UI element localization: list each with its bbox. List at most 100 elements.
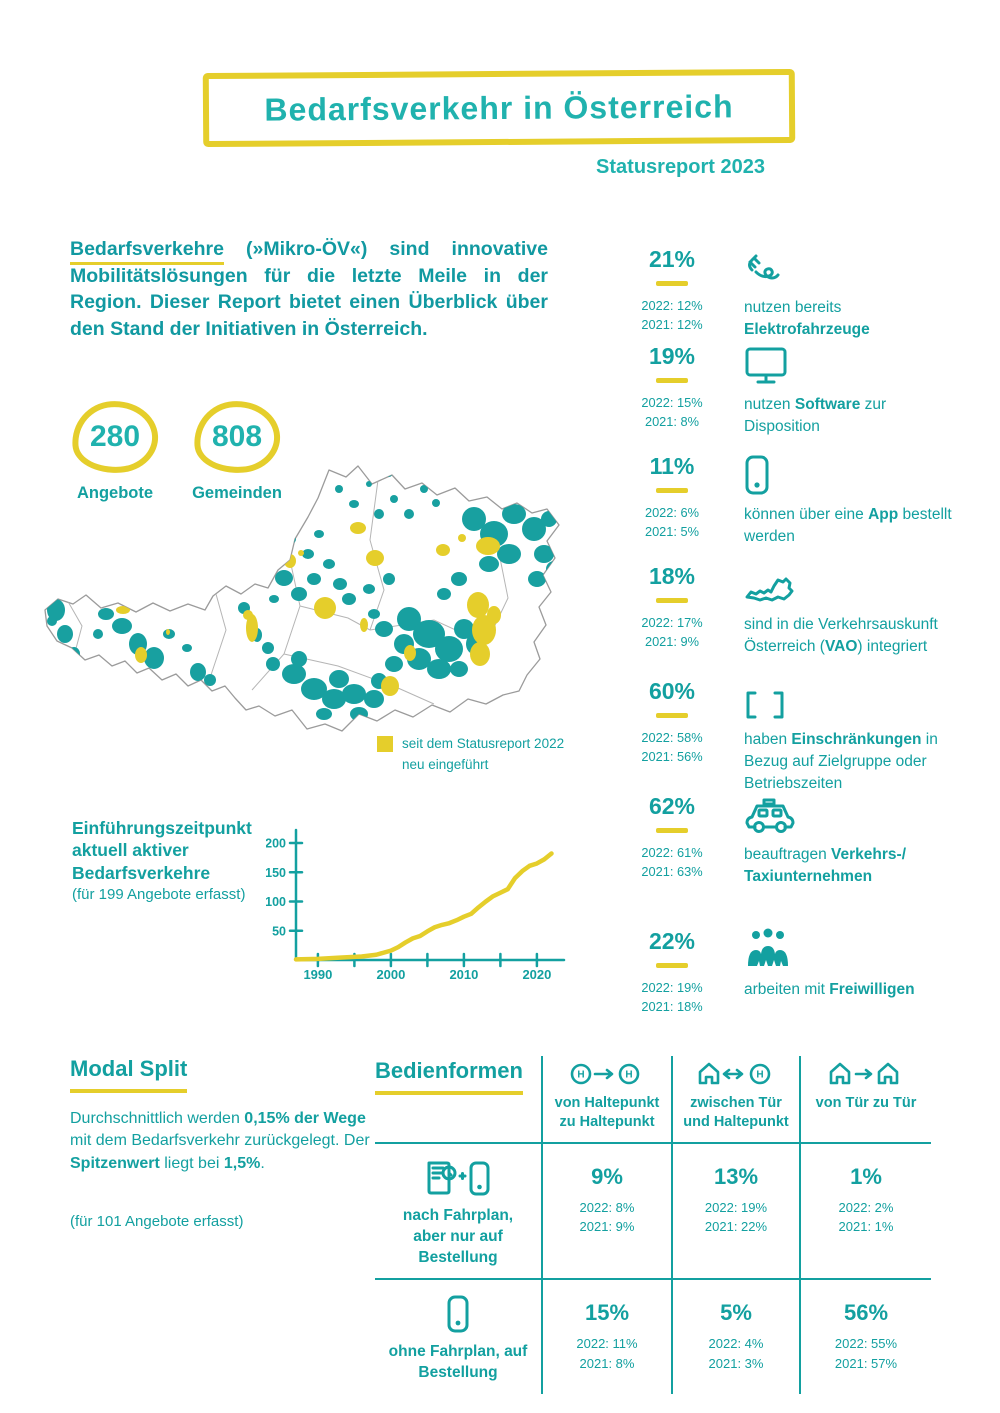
stat-description: nutzen bereits Elektrofahrzeuge	[744, 299, 870, 338]
svg-text:200: 200	[266, 837, 286, 851]
stat-freiwillige: 22% 2022: 19% 2021: 18% arbeiten mi	[622, 928, 967, 1016]
svg-text:1990: 1990	[303, 967, 332, 982]
title-box: Bedarfsverkehr in Österreich	[202, 68, 796, 148]
stat-taxiunternehmen: 62% 2022: 61% 2021: 63% beauftragen Verk…	[622, 793, 967, 888]
stat-prev-years: 2022: 61% 2021: 63%	[641, 845, 703, 880]
stat-description: haben Einschränkungen in Bezug auf Zielg…	[744, 731, 938, 792]
stat-prev-years: 2022: 19% 2021: 18%	[641, 980, 703, 1015]
stat-app: 11% 2022: 6% 2021: 5% können über eine A…	[622, 453, 967, 548]
door-to-stop-icon: H	[677, 1058, 795, 1090]
row-label-nach-fahrplan: nach Fahrplan, aber nur auf Bestellung	[375, 1141, 541, 1279]
stat-description: sind in die Verkehrs­auskunft Österreich…	[744, 616, 938, 655]
plug-icon	[744, 246, 967, 288]
stat-prev-years: 2022: 17% 2021: 9%	[641, 615, 703, 650]
stat-description: können über eine App bestellt werden	[744, 506, 952, 545]
modal-split-title: Modal Split	[70, 1056, 188, 1093]
austria-outline-icon	[744, 563, 967, 605]
svg-text:H: H	[577, 1070, 584, 1081]
municipalities-new-2022	[116, 522, 501, 696]
austria-map	[38, 458, 586, 750]
key-counters: 280 Angebote 808 Gemeinden	[69, 398, 283, 503]
stat-value: 18%	[648, 563, 696, 589]
yellow-dash	[656, 963, 688, 968]
schedule-and-phone-icon	[385, 1158, 531, 1200]
svg-text:H: H	[625, 1070, 632, 1081]
modal-split-note: (für 101 Angebote erfasst)	[70, 1213, 244, 1231]
value-cell: 13% 2022: 19% 2021: 22%	[671, 1141, 799, 1279]
yellow-dash	[656, 281, 688, 286]
yellow-dash	[656, 713, 688, 718]
svg-text:50: 50	[272, 924, 286, 938]
yellow-dash	[656, 598, 688, 603]
map-legend: seit dem Statusreport 2022 neu eingeführ…	[377, 734, 564, 776]
page-title: Bedarfsverkehr in Österreich	[264, 87, 734, 128]
chart-title: Einführungszeitpunkt aktuell aktiver Bed…	[72, 818, 252, 883]
chart-note: (für 199 Angebote erfasst)	[72, 886, 246, 903]
door-to-door-icon	[805, 1058, 927, 1090]
counter-label: Gemeinden	[192, 484, 282, 502]
taxi-icon	[744, 793, 967, 835]
stat-value: 21%	[648, 246, 696, 272]
people-group-icon	[744, 928, 967, 970]
svg-text:H: H	[756, 1070, 763, 1081]
stat-einschraenkungen: 60% 2022: 58% 2021: 56% haben Einschränk…	[622, 678, 967, 795]
stats-column: 21% 2022: 12% 2021: 12% nutzen bereits E…	[622, 240, 967, 1030]
legend-swatch-new	[377, 736, 393, 752]
row-label-ohne-fahrplan: ohne Fahrplan, auf Bestellung	[375, 1278, 541, 1394]
svg-text:150: 150	[266, 866, 286, 880]
stat-software: 19% 2022: 15% 2021: 8% nutzen Software z…	[622, 343, 967, 438]
counter-label: Angebote	[76, 484, 154, 502]
svg-text:2020: 2020	[522, 967, 551, 982]
stat-description: nutzen Software zur Disposition	[744, 396, 887, 435]
stat-value: 22%	[648, 928, 696, 954]
counter-value: 280	[89, 420, 141, 453]
column-header-door-to-door: von Tür zu Tür	[799, 1056, 931, 1142]
austria-map-svg	[44, 465, 560, 732]
svg-text:100: 100	[266, 895, 286, 909]
stat-value: 60%	[648, 678, 696, 704]
bedienformen-title-cell: Bedienformen	[375, 1056, 541, 1142]
stat-vao: 18% 2022: 17% 2021: 9% sind in die Verke…	[622, 563, 967, 658]
stat-value: 19%	[648, 343, 696, 369]
intro-paragraph: Bedarfsverkehre (»Mikro-ÖV«) sind innova…	[70, 236, 548, 342]
legend-text: seit dem Statusreport 2022 neu eingeführ…	[402, 736, 565, 772]
brackets-icon	[744, 678, 967, 720]
value-cell: 9% 2022: 8% 2021: 9%	[541, 1141, 671, 1279]
counter-angebote: 280 Angebote	[69, 398, 161, 503]
smartphone-icon	[744, 453, 967, 495]
report-subtitle: Statusreport 2023	[596, 156, 765, 178]
bedienformen-title: Bedienformen	[375, 1058, 523, 1095]
phone-icon	[385, 1294, 531, 1336]
counter-gemeinden: 808 Gemeinden	[191, 398, 283, 503]
stat-description: beauftragen Verkehrs-/ Taxiunternehmen	[744, 846, 907, 885]
intro-rest: (»Mikro-ÖV«) sind innovative Mobilitätsl…	[70, 238, 548, 340]
yellow-dash	[656, 378, 688, 383]
modal-split-section: Modal Split Durchschnittlich werden 0,15…	[70, 1056, 375, 1230]
stat-prev-years: 2022: 15% 2021: 8%	[641, 395, 703, 430]
modal-split-text: Durchschnittlich werden 0,15% der Wege m…	[70, 1110, 370, 1172]
counter-value: 808	[211, 420, 263, 453]
stat-elektrofahrzeuge: 21% 2022: 12% 2021: 12% nutzen bereits E…	[622, 246, 967, 341]
column-header-door-to-stop: H zwischen Tür und Haltepunkt	[671, 1056, 799, 1142]
monitor-icon	[744, 343, 967, 385]
stat-prev-years: 2022: 6% 2021: 5%	[644, 505, 700, 540]
intro-lead-underlined: Bedarfsverkehre	[70, 238, 224, 265]
svg-text:2010: 2010	[449, 967, 478, 982]
introduction-line-chart: 50 100 150 200 1990 2000 2010 2020	[266, 828, 566, 982]
yellow-dash	[656, 488, 688, 493]
stat-value: 11%	[649, 453, 695, 479]
stat-prev-years: 2022: 58% 2021: 56%	[641, 730, 703, 765]
stat-prev-years: 2022: 12% 2021: 12%	[641, 298, 703, 333]
yellow-dash	[656, 828, 688, 833]
value-cell: 1% 2022: 2% 2021: 1%	[799, 1141, 931, 1279]
value-cell: 15% 2022: 11% 2021: 8%	[541, 1278, 671, 1395]
value-cell: 5% 2022: 4% 2021: 3%	[671, 1278, 799, 1395]
svg-text:2000: 2000	[376, 967, 405, 982]
stat-value: 62%	[648, 793, 696, 819]
value-cell: 56% 2022: 55% 2021: 57%	[799, 1278, 931, 1395]
stat-description: arbeiten mit Freiwilligen	[744, 981, 915, 998]
